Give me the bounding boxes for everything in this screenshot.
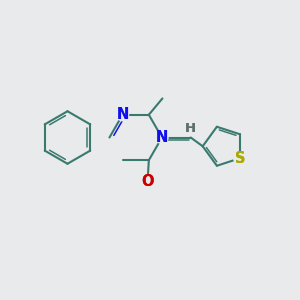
Text: N: N [156, 130, 168, 145]
Text: H: H [185, 122, 196, 134]
Circle shape [156, 131, 168, 143]
Text: H: H [185, 122, 196, 134]
Circle shape [234, 152, 246, 164]
Circle shape [117, 109, 129, 121]
Text: S: S [235, 151, 245, 166]
Circle shape [142, 176, 154, 188]
Text: N: N [116, 107, 129, 122]
Text: N: N [156, 130, 168, 145]
Text: O: O [141, 174, 154, 189]
Text: N: N [116, 107, 129, 122]
Text: S: S [235, 151, 245, 166]
Circle shape [186, 123, 196, 133]
Text: O: O [141, 174, 154, 189]
